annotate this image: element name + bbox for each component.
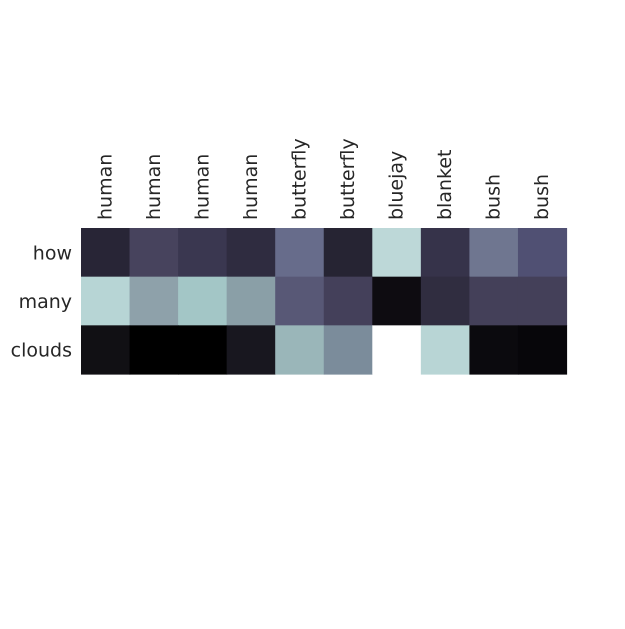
y-tick-labels: how many clouds bbox=[11, 242, 72, 361]
x-tick-label: human bbox=[143, 154, 165, 220]
heatmap-cell bbox=[81, 228, 131, 278]
heatmap-cell bbox=[226, 228, 276, 278]
heatmap-cell bbox=[275, 228, 325, 278]
x-tick-label: human bbox=[191, 154, 213, 220]
x-tick-label: bluejay bbox=[386, 151, 408, 220]
heatmap-cell bbox=[178, 228, 228, 278]
heatmap-cell bbox=[226, 276, 276, 326]
heatmap-cell bbox=[469, 325, 519, 375]
heatmap-cell bbox=[129, 325, 179, 375]
heatmap-cell bbox=[81, 276, 131, 326]
x-tick-label: butterfly bbox=[337, 138, 359, 220]
heatmap-cell bbox=[81, 325, 131, 375]
heatmap-cells bbox=[81, 228, 568, 375]
heatmap-cell bbox=[372, 228, 422, 278]
heatmap-cell bbox=[178, 325, 228, 375]
heatmap-cell bbox=[372, 325, 422, 375]
x-tick-labels: human human human human butterfly butterfly bl… bbox=[94, 138, 553, 220]
heatmap-cell bbox=[275, 276, 325, 326]
heatmap-cell bbox=[517, 276, 568, 326]
heatmap-cell bbox=[517, 325, 568, 375]
heatmap-cell bbox=[275, 325, 325, 375]
heatmap-cell bbox=[469, 228, 519, 278]
heatmap-cell bbox=[129, 276, 179, 326]
x-tick-label: bush bbox=[483, 174, 505, 220]
y-tick-label: how bbox=[33, 242, 72, 264]
y-tick-label: clouds bbox=[11, 340, 72, 362]
x-tick-label: human bbox=[240, 154, 262, 220]
heatmap-cell bbox=[420, 228, 470, 278]
heatmap-cell bbox=[226, 325, 276, 375]
heatmap-cell bbox=[469, 276, 519, 326]
heatmap-cell bbox=[323, 276, 373, 326]
heatmap-cell bbox=[372, 276, 422, 326]
heatmap-cell bbox=[323, 325, 373, 375]
heatmap-cell bbox=[129, 228, 179, 278]
x-tick-label: bush bbox=[531, 174, 553, 220]
heatmap-cell bbox=[420, 325, 470, 375]
heatmap-cell bbox=[323, 228, 373, 278]
x-tick-label: butterfly bbox=[288, 138, 310, 220]
heatmap-cell bbox=[420, 276, 470, 326]
y-tick-label: many bbox=[19, 291, 72, 313]
x-tick-label: human bbox=[94, 154, 116, 220]
heatmap-cell bbox=[178, 276, 228, 326]
x-tick-label: blanket bbox=[434, 150, 456, 221]
heatmap-cell bbox=[517, 228, 568, 278]
